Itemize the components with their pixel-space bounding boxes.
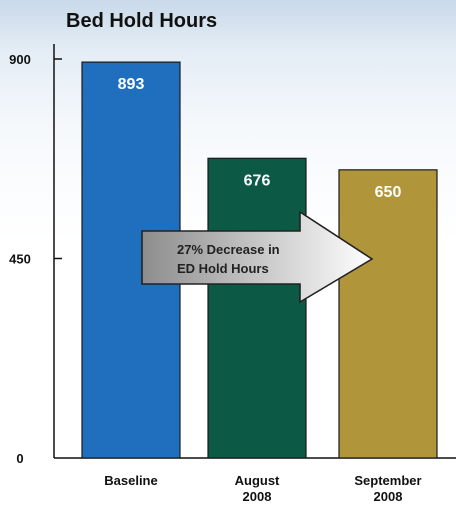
annotation-line-2: ED Hold Hours — [177, 261, 269, 276]
bar — [338, 169, 438, 459]
x-category-label: September — [354, 473, 421, 488]
bar-value-label: 676 — [244, 172, 271, 189]
x-category-label: Baseline — [104, 473, 157, 488]
bar-value-label: 650 — [375, 184, 402, 201]
annotation-line-1: 27% Decrease in — [177, 242, 280, 257]
decrease-arrow-annotation: 27% Decrease in ED Hold Hours — [141, 210, 374, 304]
x-category-label: August — [235, 473, 280, 488]
y-tick-label: 0 — [16, 451, 23, 466]
y-tick-label: 450 — [9, 252, 31, 267]
y-axis-ticks: 0 450 900 — [9, 52, 62, 466]
decrease-arrow-shape — [141, 210, 374, 304]
bar-value-label: 893 — [118, 76, 145, 93]
bar — [207, 157, 307, 459]
y-tick-label: 900 — [9, 52, 31, 67]
x-category-label: 2008 — [374, 489, 403, 504]
chart-title: Bed Hold Hours — [66, 10, 217, 32]
x-category-label: 2008 — [243, 489, 272, 504]
